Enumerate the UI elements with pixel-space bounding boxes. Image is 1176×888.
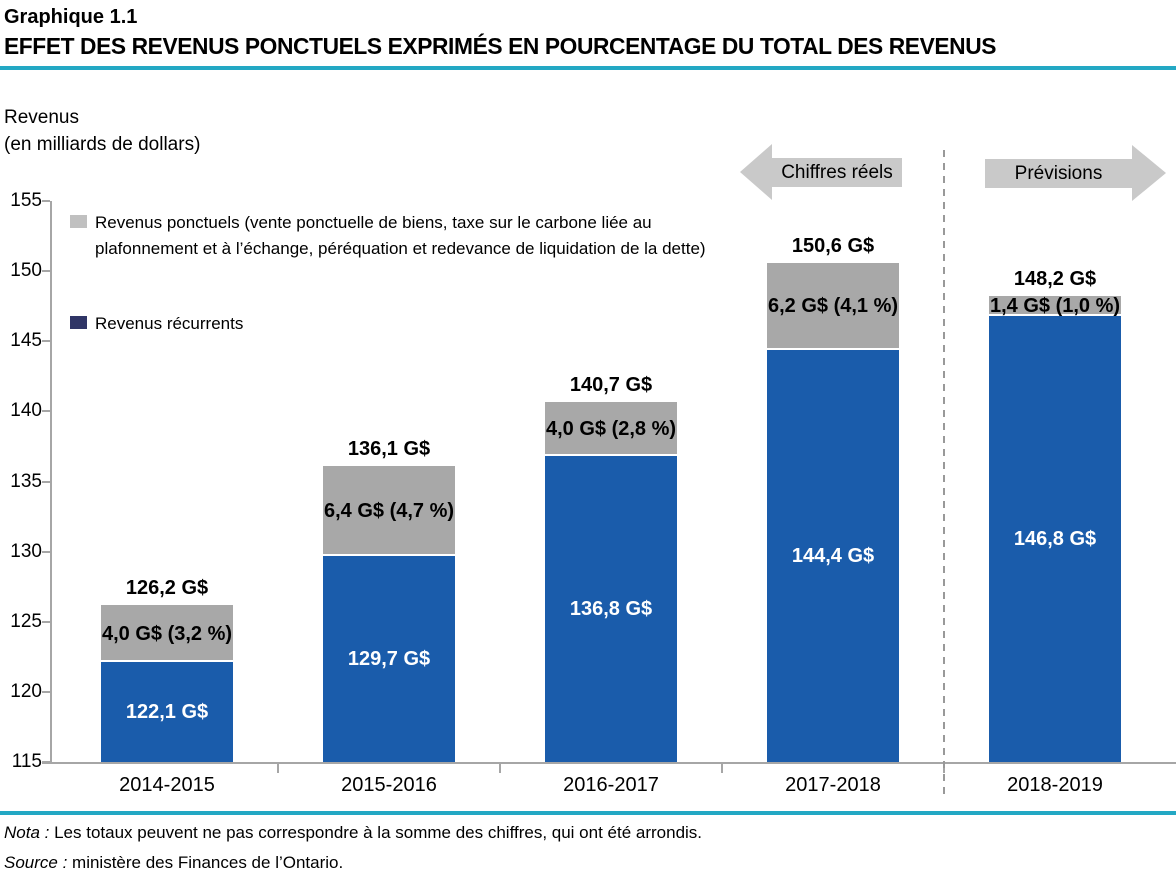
- bar-segment-recurrent: [323, 555, 455, 762]
- legend-item-recurrent: Revenus récurrents: [70, 311, 706, 337]
- y-axis-tick-label: 145: [10, 330, 42, 352]
- source-text: ministère des Finances de l’Ontario.: [67, 853, 344, 872]
- y-axis-tick-label: 150: [10, 260, 42, 282]
- actuals-left-arrow-icon: [740, 144, 902, 200]
- bar-segment-recurrent: [101, 662, 233, 762]
- x-axis-category-label: 2018-2019: [1007, 774, 1103, 796]
- x-axis-line: [42, 762, 1176, 764]
- bar-segment-recurrent: [989, 316, 1121, 762]
- legend-oneoff-swatch-icon: [70, 215, 87, 228]
- notes-divider-rule: [0, 811, 1176, 815]
- bar-segment-recurrent: [545, 456, 677, 762]
- bar-label-recurrent: 144,4 G$: [791, 544, 875, 567]
- bar-label-oneoff: 6,4 G$ (4,7 %): [323, 499, 455, 522]
- y-axis-tick-label: 140: [10, 400, 42, 422]
- y-axis-tick-mark: [42, 200, 50, 202]
- bar-label-recurrent: 136,8 G$: [569, 598, 653, 621]
- bar-total-label: 140,7 G$: [569, 373, 653, 396]
- x-axis-category-label: 2015-2016: [341, 774, 437, 796]
- y-axis-tick-mark: [42, 340, 50, 343]
- x-axis-tick-mark: [721, 764, 723, 773]
- bar-segment-oneoff: [101, 604, 233, 661]
- bar-label-oneoff: 4,0 G$ (3,2 %): [101, 622, 233, 645]
- y-axis-title: Revenus (en milliards de dollars): [4, 104, 200, 158]
- y-axis-tick-label: 120: [10, 680, 42, 702]
- x-axis-category-label: 2014-2015: [119, 774, 215, 796]
- legend: Revenus ponctuels (vente ponctuelle de b…: [70, 210, 706, 337]
- bar-total-label: 148,2 G$: [1013, 268, 1097, 291]
- chart-title: EFFET DES REVENUS PONCTUELS EXPRIMÉS EN …: [4, 33, 997, 59]
- forecast-right-arrow-icon: [985, 145, 1166, 201]
- bar-segment-oneoff: [767, 262, 899, 348]
- legend-recurrent-swatch-icon: [70, 316, 87, 329]
- y-axis-tick-label: 155: [10, 190, 42, 211]
- x-axis-category-label: 2016-2017: [563, 774, 659, 796]
- bar-segment-oneoff: [545, 401, 677, 455]
- nota-label: Nota :: [4, 823, 50, 842]
- legend-recurrent-label: Revenus récurrents: [95, 314, 244, 333]
- y-axis-tick-mark: [42, 410, 50, 413]
- bar-label-oneoff: 6,2 G$ (4,1 %): [767, 295, 899, 318]
- legend-oneoff-label-line2: plafonnement et à l’échange, péréquation…: [95, 239, 706, 258]
- y-axis-title-line1: Revenus: [4, 107, 79, 128]
- actuals-arrow-label: Chiffres réels: [781, 162, 893, 183]
- y-axis-tick-label: 135: [10, 470, 42, 492]
- y-axis-tick-mark: [42, 690, 50, 693]
- bar-segment-oneoff: [323, 466, 455, 554]
- y-axis-tick-mark: [42, 550, 50, 553]
- x-axis-category-label: 2017-2018: [785, 774, 881, 796]
- bar-segment-recurrent: [767, 349, 899, 762]
- x-axis-tick-mark: [499, 764, 501, 773]
- forecast-divider-line: [943, 150, 945, 798]
- y-axis-tick-mark: [42, 270, 50, 273]
- y-axis-line: [50, 201, 52, 764]
- y-axis-tick-mark: [42, 480, 50, 483]
- source-line: Source : ministère des Finances de l’Ont…: [4, 851, 343, 875]
- period-arrows: [740, 144, 1166, 201]
- legend-oneoff-label-line1: Revenus ponctuels (vente ponctuelle de b…: [95, 213, 652, 232]
- forecast-arrow-label: Prévisions: [1014, 163, 1103, 184]
- bar-segment-oneoff: [989, 296, 1121, 314]
- bar-label-recurrent: 129,7 G$: [347, 647, 431, 670]
- legend-item-oneoff: Revenus ponctuels (vente ponctuelle de b…: [70, 210, 706, 262]
- y-axis-tick-label: 115: [11, 751, 42, 772]
- bar-label-oneoff: 1,4 G$ (1,0 %): [989, 295, 1121, 318]
- y-axis-tick-mark: [42, 620, 50, 623]
- bar-label-recurrent: 122,1 G$: [125, 701, 209, 724]
- nota-text: Les totaux peuvent ne pas correspondre à…: [49, 823, 703, 842]
- bar-label-recurrent: 146,8 G$: [1013, 528, 1097, 550]
- header-divider-rule: [0, 66, 1176, 70]
- bar-label-oneoff: 4,0 G$ (2,8 %): [545, 417, 677, 440]
- chart-number: Graphique 1.1: [4, 6, 138, 28]
- x-axis-tick-mark: [277, 764, 279, 773]
- nota-line: Nota : Les totaux peuvent ne pas corresp…: [4, 821, 702, 845]
- y-axis-title-line2: (en milliards de dollars): [4, 134, 201, 155]
- bar-total-label: 150,6 G$: [791, 234, 875, 257]
- source-label: Source :: [4, 853, 68, 872]
- bar-total-label: 136,1 G$: [347, 438, 431, 461]
- y-axis-tick-label: 125: [10, 610, 42, 632]
- y-axis-tick-label: 130: [10, 540, 42, 562]
- bar-total-label: 126,2 G$: [125, 576, 209, 599]
